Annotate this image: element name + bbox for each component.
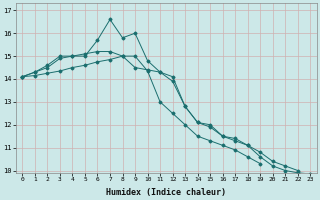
X-axis label: Humidex (Indice chaleur): Humidex (Indice chaleur) xyxy=(106,188,226,197)
